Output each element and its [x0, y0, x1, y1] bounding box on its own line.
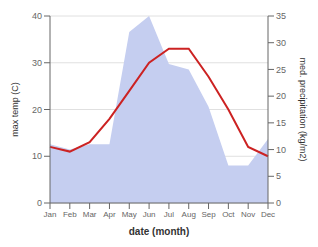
svg-text:20: 20: [276, 91, 286, 101]
svg-text:30: 30: [276, 38, 286, 48]
svg-text:15: 15: [276, 118, 286, 128]
svg-text:10: 10: [32, 151, 42, 161]
svg-text:date (month): date (month): [129, 226, 190, 237]
svg-text:Jul: Jul: [164, 210, 174, 219]
svg-text:10: 10: [276, 145, 286, 155]
svg-text:20: 20: [32, 105, 42, 115]
svg-text:5: 5: [276, 171, 281, 181]
svg-text:Jan: Jan: [44, 210, 57, 219]
svg-text:Sep: Sep: [201, 210, 216, 219]
svg-text:0: 0: [276, 198, 281, 208]
svg-text:Nov: Nov: [241, 210, 255, 219]
svg-text:40: 40: [32, 11, 42, 21]
svg-text:med. precipitation (kg/m2): med. precipitation (kg/m2): [298, 57, 308, 161]
svg-text:35: 35: [276, 11, 286, 21]
svg-text:Mar: Mar: [83, 210, 97, 219]
svg-text:Apr: Apr: [103, 210, 116, 219]
svg-text:25: 25: [276, 65, 286, 75]
svg-text:Feb: Feb: [63, 210, 77, 219]
svg-text:Jun: Jun: [143, 210, 156, 219]
svg-text:max temp (C): max temp (C): [10, 82, 20, 137]
svg-text:30: 30: [32, 58, 42, 68]
svg-text:0: 0: [37, 198, 42, 208]
svg-text:Aug: Aug: [182, 210, 196, 219]
svg-text:Oct: Oct: [222, 210, 235, 219]
svg-text:Dec: Dec: [261, 210, 275, 219]
svg-text:May: May: [122, 210, 137, 219]
